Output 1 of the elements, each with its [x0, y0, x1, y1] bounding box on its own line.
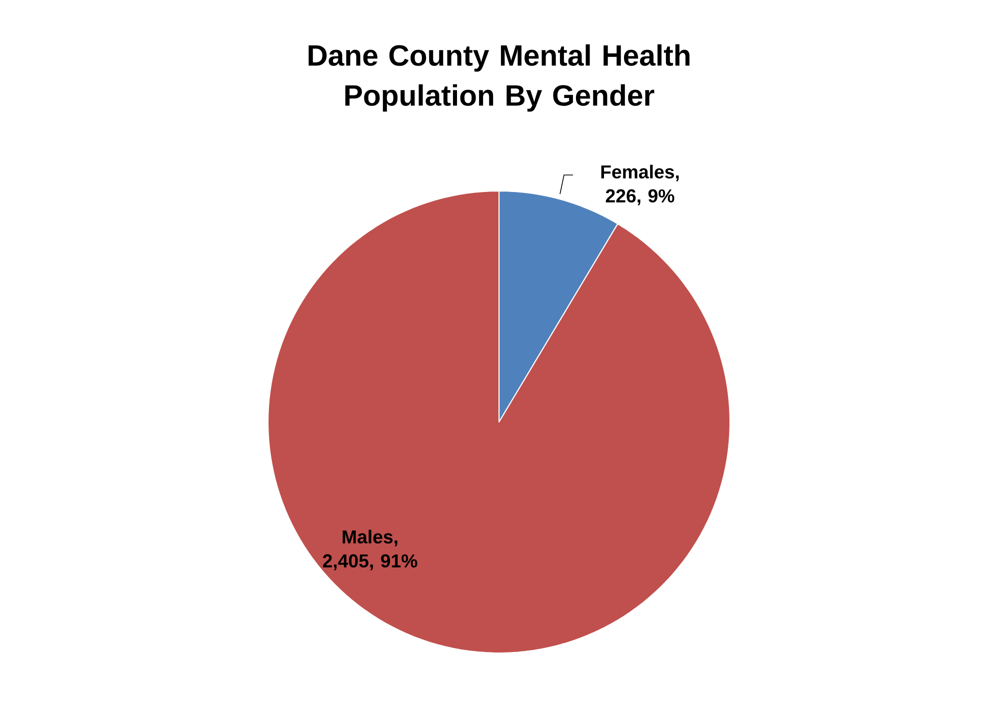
chart-title: Dane County Mental Health Population By Gender: [308, 44, 690, 112]
